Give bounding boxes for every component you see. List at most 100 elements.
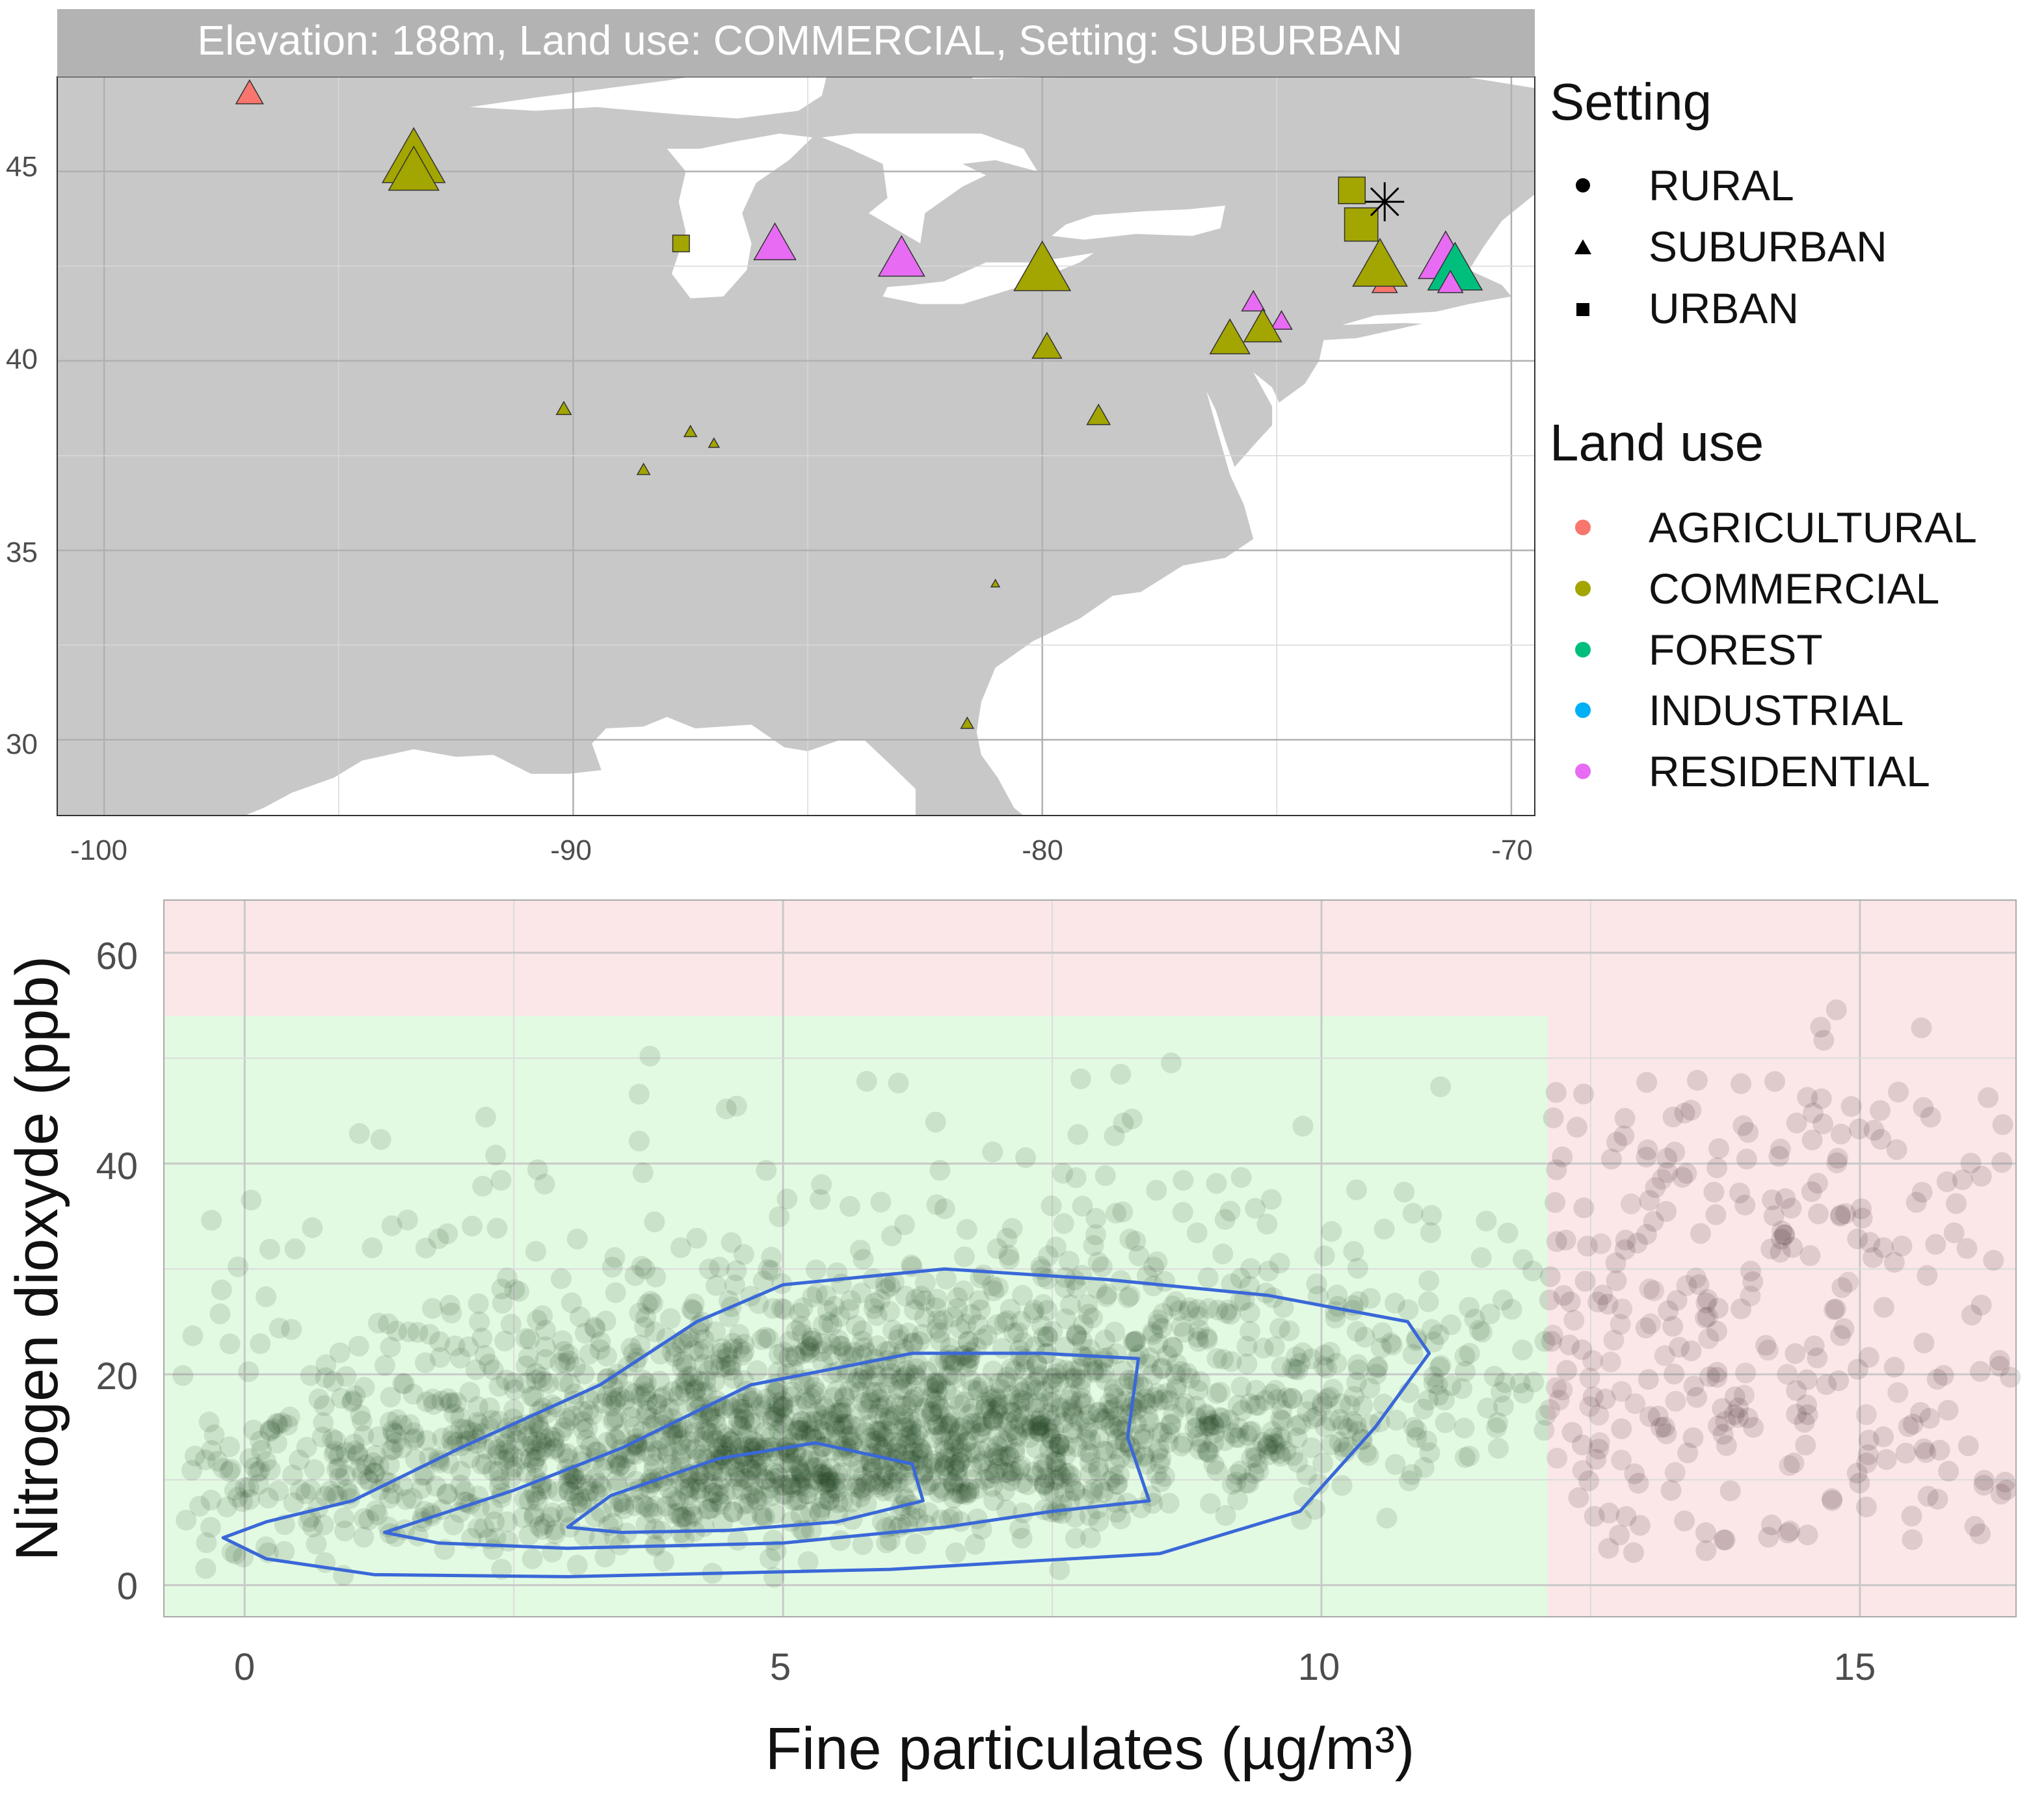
data-point	[702, 1427, 724, 1448]
data-point	[1137, 1405, 1159, 1426]
data-point	[497, 1511, 518, 1533]
data-point	[890, 1432, 911, 1454]
data-point	[515, 1328, 537, 1349]
data-point	[1706, 1362, 1728, 1383]
data-point	[1614, 1239, 1636, 1260]
data-point	[867, 1403, 888, 1424]
data-point	[1186, 1396, 1207, 1417]
data-point	[1031, 1415, 1052, 1437]
data-point	[1125, 1330, 1147, 1351]
data-point	[1398, 1299, 1419, 1320]
data-point	[385, 1423, 406, 1444]
data-point	[761, 1247, 782, 1268]
data-point	[760, 1426, 782, 1448]
data-point	[999, 1249, 1020, 1270]
data-point	[888, 1379, 909, 1401]
data-point	[1343, 1241, 1364, 1262]
data-point	[670, 1506, 691, 1528]
data-point	[1418, 1291, 1439, 1312]
data-point	[1688, 1274, 1710, 1295]
data-point	[1509, 1372, 1531, 1394]
data-point	[1600, 1149, 1622, 1170]
data-point	[972, 1450, 994, 1472]
data-point	[773, 1414, 795, 1436]
data-point	[981, 1388, 1002, 1410]
data-point	[686, 1227, 708, 1249]
data-point	[1041, 1195, 1062, 1217]
data-point	[349, 1122, 370, 1144]
data-point	[755, 1327, 776, 1348]
data-point	[1052, 1162, 1074, 1184]
data-point	[912, 1323, 933, 1345]
data-point	[672, 1351, 694, 1372]
data-point	[691, 1444, 713, 1466]
data-point	[1054, 1277, 1076, 1298]
data-point	[1706, 1366, 1728, 1388]
data-point	[604, 1408, 625, 1429]
data-point	[1589, 1432, 1610, 1454]
data-point	[1736, 1149, 1757, 1170]
data-point	[1347, 1354, 1368, 1375]
data-point	[767, 1464, 788, 1485]
data-point	[1247, 1453, 1269, 1474]
data-point	[584, 1468, 605, 1489]
data-point	[1572, 1460, 1593, 1481]
data-point	[998, 1411, 1019, 1433]
data-point	[1666, 1290, 1688, 1311]
data-point	[1188, 1331, 1209, 1352]
data-point	[750, 1449, 771, 1470]
data-point	[927, 1373, 948, 1394]
data-point	[778, 1331, 800, 1353]
data-point	[1686, 1070, 1708, 1091]
data-point	[566, 1554, 588, 1576]
data-point	[334, 1521, 356, 1542]
data-point	[1010, 1455, 1031, 1477]
data-point	[951, 1417, 972, 1439]
data-point	[897, 1426, 918, 1447]
data-point	[244, 1457, 265, 1478]
data-point	[1488, 1438, 1509, 1459]
data-point	[1870, 1100, 1891, 1121]
data-point	[933, 1414, 954, 1436]
map-strip-title: Elevation: 188m, Land use: COMMERCIAL, S…	[197, 17, 1402, 64]
data-point	[1319, 1387, 1340, 1408]
data-point	[721, 1232, 742, 1253]
data-point	[1734, 1195, 1756, 1216]
data-point	[367, 1504, 388, 1526]
data-point	[1978, 1087, 1999, 1108]
data-point	[1707, 1297, 1729, 1319]
data-point	[1401, 1464, 1422, 1485]
data-point	[589, 1338, 611, 1360]
data-point	[473, 1517, 495, 1539]
data-point	[219, 1461, 240, 1482]
data-point	[1826, 1152, 1848, 1174]
data-point	[816, 1464, 838, 1485]
data-point	[792, 1445, 814, 1467]
data-point	[429, 1452, 451, 1474]
data-point	[1033, 1474, 1055, 1495]
data-point	[640, 1290, 661, 1312]
data-point	[687, 1471, 709, 1493]
data-point	[1221, 1474, 1243, 1495]
data-point	[790, 1461, 811, 1482]
data-point	[201, 1440, 222, 1461]
data-point	[904, 1387, 925, 1408]
data-point	[450, 1407, 471, 1428]
data-point	[892, 1403, 914, 1425]
data-point	[189, 1495, 210, 1517]
data-point	[1152, 1389, 1174, 1411]
data-point	[515, 1372, 537, 1394]
x-axis-label: Fine particulates (µg/m³)	[765, 1716, 1415, 1782]
data-point	[633, 1375, 655, 1397]
data-point	[1004, 1442, 1026, 1463]
data-point	[1590, 1233, 1612, 1255]
data-point	[1256, 1214, 1278, 1235]
data-point	[1029, 1421, 1050, 1442]
data-point	[249, 1430, 271, 1452]
data-point	[1917, 1265, 1938, 1286]
data-point	[754, 1400, 775, 1422]
data-point	[1187, 1426, 1208, 1448]
data-point	[522, 1434, 544, 1455]
data-point	[1082, 1307, 1103, 1329]
data-point	[1044, 1451, 1066, 1472]
